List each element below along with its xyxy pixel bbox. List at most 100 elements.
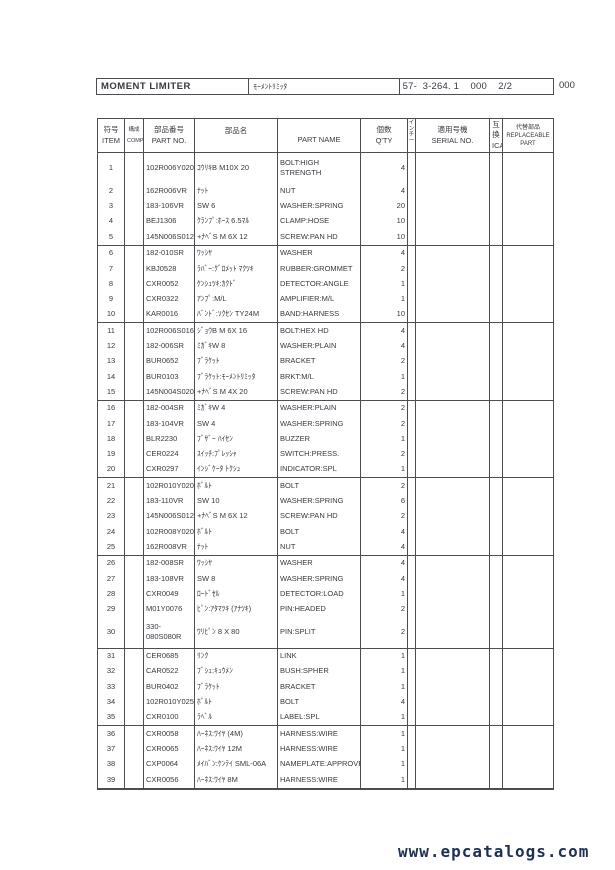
cell-inch bbox=[407, 679, 416, 695]
cell-qty: 20 bbox=[360, 198, 408, 215]
cell-compo bbox=[124, 694, 144, 710]
cell-name-jp: ﾌﾞｻﾞｰ ﾊｲｾﾝ bbox=[194, 431, 278, 447]
cell-item: 24 bbox=[106, 526, 116, 536]
col-header-part-name-en: PART NAME bbox=[277, 118, 361, 153]
cell-qty: 2 bbox=[360, 400, 408, 417]
cell-inch bbox=[407, 152, 416, 184]
cell-qty: 4 bbox=[360, 183, 408, 199]
cell-name-en: WASHER:PLAIN bbox=[277, 338, 361, 354]
cell-compo bbox=[124, 586, 144, 602]
cell-ica bbox=[489, 477, 503, 494]
cell-part-no: 183-104VR bbox=[143, 416, 195, 432]
cell-replaceable bbox=[502, 229, 554, 246]
cell-part-no: KAR0016 bbox=[143, 306, 195, 324]
cell-name-en: LABEL:SPL bbox=[277, 709, 361, 727]
cell-qty: 1 bbox=[360, 741, 408, 757]
cell-name-en: HARNESS:WIRE bbox=[277, 772, 361, 788]
cell-compo bbox=[124, 509, 144, 525]
cell-part-no: CXR0052 bbox=[143, 276, 195, 292]
trailing-code: 000 bbox=[559, 80, 575, 91]
cell-compo bbox=[124, 369, 144, 385]
cell-serial bbox=[415, 555, 490, 572]
cell-name-en: RUBBER:GROMMET bbox=[277, 261, 361, 277]
cell-replaceable bbox=[502, 664, 554, 680]
cell-ica bbox=[489, 539, 503, 556]
cell-ica bbox=[489, 229, 503, 246]
cell-part-no: CXR0058 bbox=[143, 725, 195, 742]
cell-part-no: CXR0100 bbox=[143, 709, 195, 727]
cell-qty: 2 bbox=[360, 616, 408, 649]
cell-serial bbox=[415, 214, 490, 230]
cell-part-no: 145N006S012B bbox=[143, 229, 195, 246]
table-row: 20 CXR0297 ｲﾝｼﾞｹｰﾀ ﾄｸｼｭ INDICATOR:SPL 1 bbox=[97, 461, 554, 479]
cell-name-jp: +ﾅﾍﾞS M 6X 12 bbox=[194, 229, 278, 246]
cell-ica bbox=[489, 694, 503, 710]
table-row: 23 145N006S012B +ﾅﾍﾞS M 6X 12 SCREW:PAN … bbox=[98, 509, 554, 525]
col-header-compo: 構成 COMPO bbox=[124, 118, 144, 153]
cell-name-en: BOLT bbox=[277, 524, 361, 540]
table-row: 13 BUR0652 ﾌﾞﾗｹｯﾄ BRACKET 2 bbox=[98, 353, 554, 370]
cell-item: 10 bbox=[97, 306, 125, 324]
cell-item: 28 bbox=[106, 588, 116, 598]
cell-serial bbox=[415, 571, 490, 587]
epcatalogs-watermark: www.epcatalogs.com bbox=[398, 842, 590, 861]
cell-name-jp: ﾗﾊﾞｰ:ｸﾞﾛﾒｯﾄ ﾏｸﾂｷ bbox=[194, 261, 278, 277]
cell-replaceable bbox=[502, 725, 554, 742]
cell-part-no: BUR0103 bbox=[143, 369, 195, 385]
cell-inch bbox=[407, 772, 416, 788]
cell-serial bbox=[415, 446, 490, 462]
cell-serial bbox=[415, 152, 490, 184]
cell-replaceable bbox=[502, 772, 554, 788]
cell-ica bbox=[489, 183, 503, 199]
cell-replaceable bbox=[502, 586, 554, 602]
cell-replaceable bbox=[502, 616, 554, 649]
cell-item: 16 bbox=[106, 403, 116, 413]
cell-name-en: CLAMP:HOSE bbox=[277, 214, 361, 230]
cell-ica bbox=[489, 338, 503, 354]
cell-name-en: PIN:HEADED bbox=[277, 601, 361, 617]
cell-part-no: 102R006S016R bbox=[143, 322, 195, 339]
cell-name-en: BUZZER bbox=[277, 431, 361, 447]
cell-compo bbox=[124, 152, 144, 184]
cell-ica bbox=[489, 571, 503, 587]
cell-ica bbox=[489, 772, 503, 788]
table-row: 30 330-080S080R ﾜﾘﾋﾟﾝ 8 X 80 PIN:SPLIT 2 bbox=[97, 616, 554, 649]
cell-name-jp: ﾜｯｼﾔ bbox=[194, 555, 278, 572]
table-row: 16 182-004SR ﾐｶﾞｷW 4 WASHER:PLAIN 2 bbox=[98, 400, 554, 417]
cell-serial bbox=[415, 384, 490, 401]
table-row: 29 M01Y0076 ﾋﾟﾝ:ｱﾀﾏﾂｷ (ｱﾅﾂｷ) PIN:HEADED … bbox=[98, 601, 554, 617]
cell-name-en: WASHER bbox=[277, 555, 361, 572]
cell-name-jp: SW 4 bbox=[194, 416, 278, 432]
table-row: 11 102R006S016R ｼﾞｮｳB M 6X 16 BOLT:HEX H… bbox=[98, 322, 554, 339]
cell-name-jp: ｸﾗﾝﾌﾟ:ﾎｰｽ 6.5ﾏﾙ bbox=[194, 214, 278, 230]
cell-replaceable bbox=[502, 183, 554, 199]
cell-item: 4 bbox=[108, 216, 114, 226]
cell-replaceable bbox=[502, 198, 554, 215]
table-row: 21 102R010Y020R ﾎﾞﾙﾄ BOLT 2 bbox=[98, 477, 554, 494]
cell-serial bbox=[415, 322, 490, 339]
cell-item: 38 bbox=[106, 759, 116, 769]
header-bar: MOMENT LIMITER ﾓｰﾒﾝﾄﾘﾐｯﾀ 57- 3-264. 1 00… bbox=[96, 78, 554, 95]
table-row: 35 CXR0100 ﾗﾍﾞﾙ LABEL:SPL 1 bbox=[97, 709, 554, 727]
cell-part-no: CXR0056 bbox=[143, 772, 195, 788]
table-row: 24 102R008Y020R ﾎﾞﾙﾄ BOLT 4 bbox=[98, 524, 554, 540]
cell-serial bbox=[415, 353, 490, 370]
cell-name-jp: ｱﾝﾌﾟ:M/L bbox=[194, 291, 278, 307]
table-row: 15 145N004S020B +ﾅﾍﾞS M 4X 20 SCREW:PAN … bbox=[97, 384, 554, 401]
cell-inch bbox=[407, 183, 416, 199]
cell-item: 8 bbox=[108, 278, 114, 288]
cell-item: 14 bbox=[106, 371, 116, 381]
cell-part-no: CER0685 bbox=[143, 648, 195, 665]
cell-item: 36 bbox=[106, 728, 116, 738]
cell-serial bbox=[415, 741, 490, 757]
cell-ica bbox=[489, 400, 503, 417]
cell-compo bbox=[124, 741, 144, 757]
cell-replaceable bbox=[502, 601, 554, 617]
cell-item: 30 bbox=[97, 616, 125, 649]
cell-ica bbox=[489, 616, 503, 649]
cell-replaceable bbox=[502, 291, 554, 307]
cell-ica bbox=[489, 648, 503, 665]
cell-inch bbox=[407, 400, 416, 417]
cell-item: 13 bbox=[106, 356, 116, 366]
table-body: 1 102R006Y020R ｺｳﾘｷB M10X 20 BOLT:HIGH S… bbox=[97, 152, 554, 788]
